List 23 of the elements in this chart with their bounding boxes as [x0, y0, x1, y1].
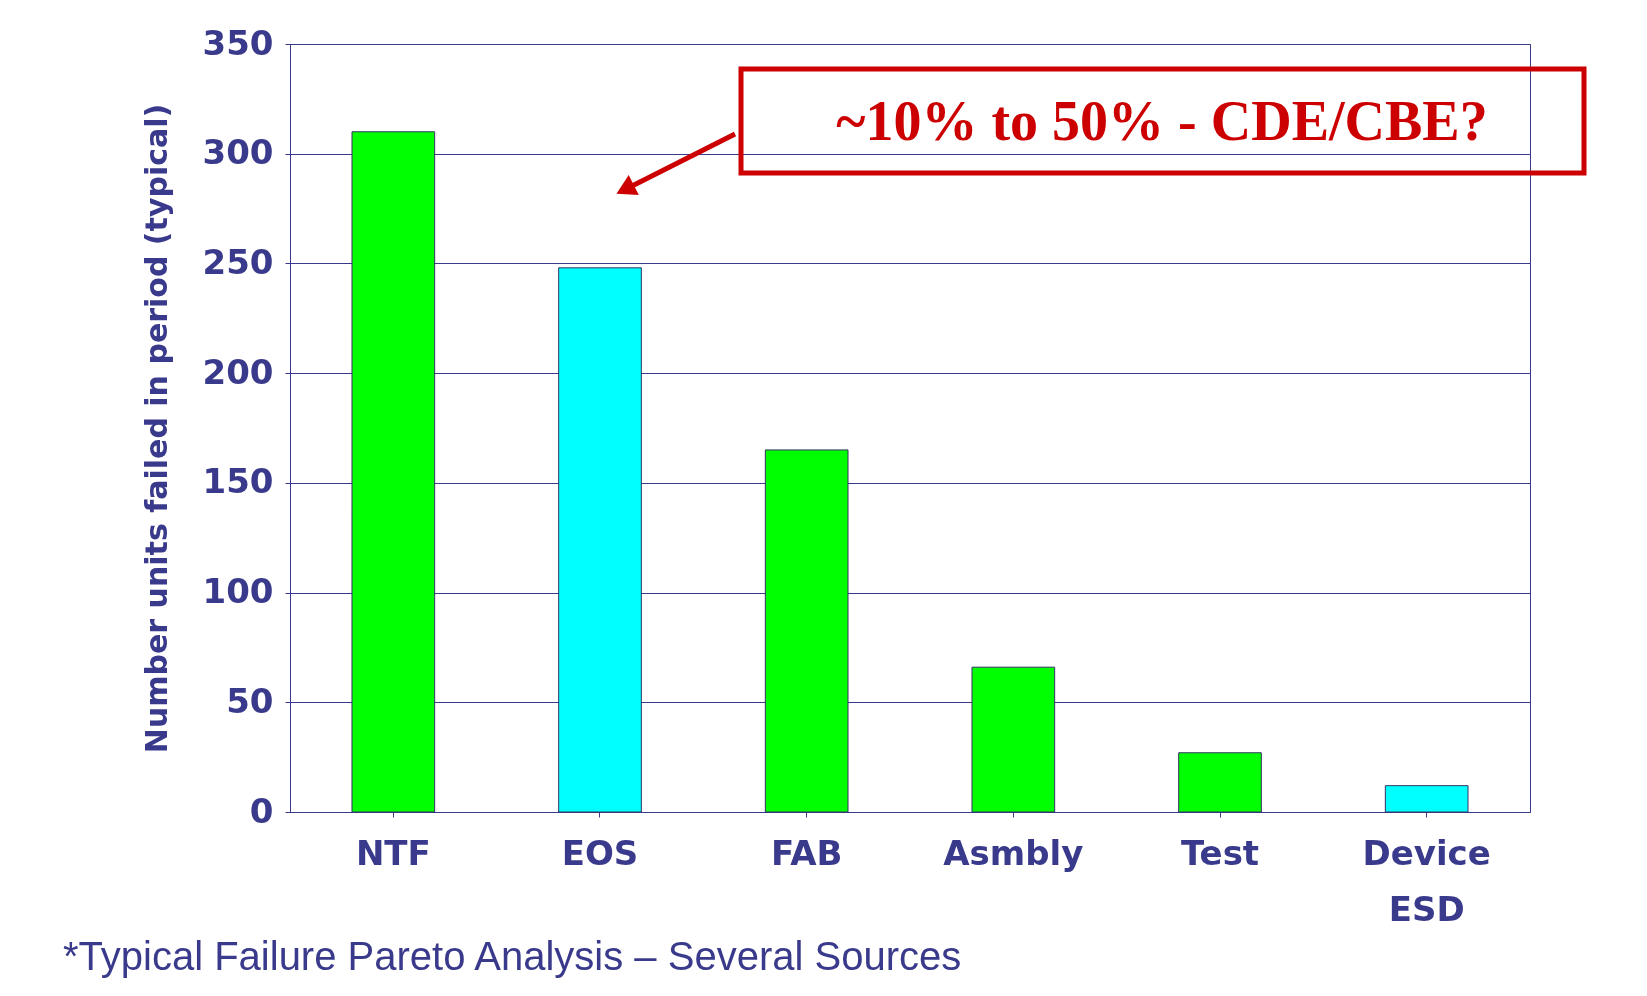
x-tick-label: Test: [1180, 832, 1260, 873]
y-tick-label: 150: [202, 461, 274, 502]
y-tick-label: 350: [202, 22, 274, 63]
y-axis-title: Number units failed in period (typical): [138, 103, 174, 754]
annotation: ~10% to 50% - CDE/CBE?: [836, 90, 1488, 152]
x-tick-label: Device ESD: [1362, 832, 1491, 929]
bar: [971, 666, 1056, 813]
bar: [351, 131, 436, 813]
bar: [764, 449, 849, 813]
bar: [558, 267, 642, 813]
x-tick-label: EOS: [561, 832, 639, 873]
bar: [1178, 752, 1262, 813]
y-tick-label: 250: [202, 241, 274, 282]
y-tick-label: 0: [249, 790, 274, 831]
bar: [1384, 785, 1469, 813]
x-tick-label: Asmbly: [943, 832, 1084, 873]
y-tick-label: 50: [226, 680, 274, 721]
text: *Typical Failure Pareto Analysis – Several Sources: [63, 934, 962, 978]
y-tick-label: 200: [202, 351, 274, 392]
y-tick-label: 100: [202, 571, 274, 612]
x-tick-label: FAB: [770, 832, 843, 873]
y-tick-label: 300: [202, 132, 274, 173]
x-tick-label: NTF: [355, 832, 431, 873]
